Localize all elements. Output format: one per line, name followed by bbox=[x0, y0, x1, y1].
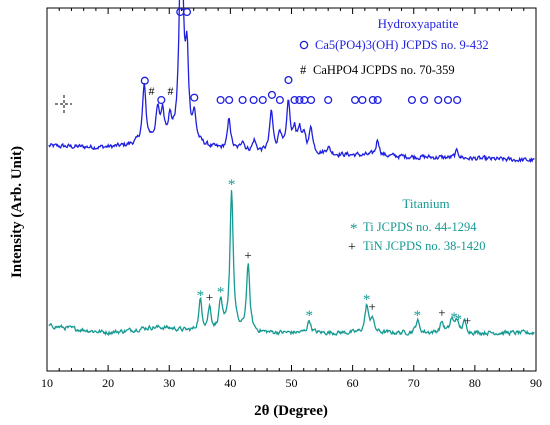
legend-hash-marker: # bbox=[300, 63, 307, 77]
circle-marker bbox=[373, 95, 382, 105]
plus-marker: + bbox=[244, 247, 251, 262]
series-group bbox=[48, 0, 535, 337]
star-marker: * bbox=[197, 288, 205, 304]
legend-star-marker: * bbox=[350, 221, 358, 237]
plus-marker: + bbox=[464, 313, 471, 328]
circle-marker bbox=[190, 93, 199, 102]
circle-marker bbox=[358, 95, 367, 105]
circle-marker bbox=[420, 95, 429, 105]
circle-marker bbox=[300, 95, 309, 105]
series-line-hydroxyapatite bbox=[48, 0, 535, 164]
circle-marker bbox=[225, 95, 234, 105]
circle-marker bbox=[275, 95, 284, 105]
legend-entry-cahpo4: CaHPO4 JCPDS no. 70-359 bbox=[313, 63, 455, 77]
circle-marker bbox=[258, 95, 267, 105]
x-tick-label: 30 bbox=[163, 376, 175, 390]
x-axis-label: 2θ (Degree) bbox=[254, 403, 328, 419]
legend-entry-ti: Ti JCPDS no. 44-1294 bbox=[363, 220, 477, 234]
circle-marker bbox=[324, 95, 333, 105]
circle-marker bbox=[307, 95, 316, 105]
axis-ticks bbox=[46, 8, 537, 371]
circle-marker bbox=[290, 95, 299, 105]
legend-entry-hap: Ca5(PO4)3(OH) JCPDS no. 9-432 bbox=[315, 38, 489, 52]
star-marker: * bbox=[228, 177, 236, 193]
x-tick-label: 10 bbox=[41, 376, 53, 390]
legend-plus-marker: + bbox=[348, 240, 356, 255]
circle-marker bbox=[216, 95, 225, 105]
plot-frame bbox=[46, 7, 537, 372]
x-tick-label: 90 bbox=[530, 376, 542, 390]
crosshair-icon bbox=[55, 95, 72, 114]
circle-marker bbox=[351, 95, 360, 105]
hash-marker: # bbox=[149, 84, 155, 98]
circle-marker bbox=[443, 95, 453, 105]
circle-marker bbox=[434, 95, 443, 105]
plus-marker: + bbox=[369, 299, 376, 314]
star-marker: * bbox=[363, 292, 371, 308]
legend-title: Titanium bbox=[402, 196, 449, 211]
star-marker: * bbox=[414, 308, 422, 324]
star-marker: * bbox=[455, 312, 463, 328]
circle-marker bbox=[453, 95, 462, 105]
x-tick-label: 60 bbox=[347, 376, 359, 390]
circle-marker bbox=[368, 95, 377, 105]
circle-marker bbox=[140, 76, 149, 85]
x-tick-label: 50 bbox=[286, 376, 298, 390]
y-axis-label: Intensity (Arb. Unit) bbox=[9, 146, 25, 278]
star-marker: * bbox=[450, 310, 458, 326]
legend-hydroxyapatite: Hydroxyapatite Ca5(PO4)3(OH) JCPDS no. 9… bbox=[299, 16, 489, 77]
circle-marker bbox=[284, 75, 293, 85]
star-marker: * bbox=[217, 284, 225, 300]
x-tick-label: 80 bbox=[469, 376, 481, 390]
peak-markers: # #* ***** **+++ ++ bbox=[140, 7, 471, 328]
star-marker: * bbox=[305, 308, 313, 324]
legend-title: Hydroxyapatite bbox=[378, 16, 459, 31]
plus-marker: + bbox=[206, 290, 213, 305]
legend-circle-marker bbox=[299, 40, 309, 50]
circle-marker bbox=[407, 95, 416, 105]
legend-titanium: Titanium * Ti JCPDS no. 44-1294 + TiN JC… bbox=[348, 196, 486, 255]
x-tick-label: 20 bbox=[102, 376, 114, 390]
circle-marker bbox=[295, 95, 304, 105]
x-tick-labels: 10 20 30 40 50 60 70 80 90 bbox=[41, 376, 542, 390]
x-tick-label: 40 bbox=[224, 376, 236, 390]
legend-entry-tin: TiN JCPDS no. 38-1420 bbox=[363, 239, 486, 253]
plus-marker: + bbox=[438, 305, 445, 320]
series-line-titanium bbox=[48, 190, 535, 337]
x-tick-label: 70 bbox=[408, 376, 420, 390]
hash-marker: # bbox=[167, 84, 173, 98]
circle-marker bbox=[182, 7, 192, 17]
circle-marker bbox=[176, 7, 185, 17]
circle-marker bbox=[238, 95, 247, 105]
circle-marker bbox=[267, 90, 276, 99]
circle-marker bbox=[249, 95, 258, 105]
circle-marker bbox=[157, 95, 166, 105]
